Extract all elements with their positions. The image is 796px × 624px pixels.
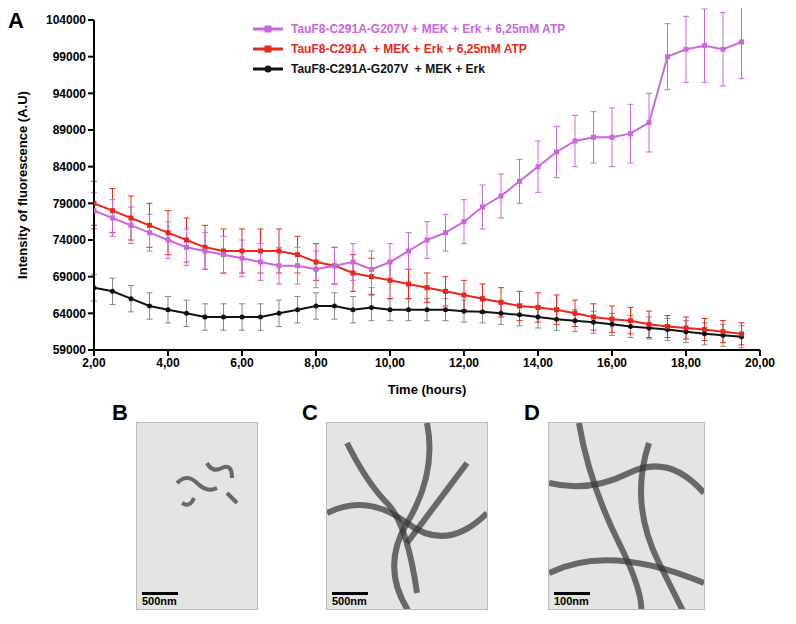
html-text:D: D	[524, 400, 540, 425]
svg-text:6,00: 6,00	[230, 356, 254, 370]
svg-text:64000: 64000	[53, 307, 87, 321]
svg-text:74000: 74000	[53, 233, 87, 247]
svg-text:2,00: 2,00	[82, 356, 106, 370]
html-text:B: B	[112, 400, 128, 425]
svg-text:18,00: 18,00	[671, 356, 701, 370]
svg-text:99000: 99000	[53, 50, 87, 64]
html-text:A: A	[8, 8, 24, 33]
svg-text:Time (hours): Time (hours)	[388, 382, 467, 397]
svg-text:79000: 79000	[53, 197, 87, 211]
svg-text:Intensity of fluorescence (A.U: Intensity of fluorescence (A.U)	[15, 91, 30, 279]
svg-text:8,00: 8,00	[304, 356, 328, 370]
html-text:TauF8-C291A-G207V + MEK + Erk: TauF8-C291A-G207V + MEK + Erk	[291, 62, 485, 76]
svg-text:104000: 104000	[46, 13, 86, 27]
svg-text:59000: 59000	[53, 343, 87, 357]
svg-text:16,00: 16,00	[597, 356, 627, 370]
svg-text:20,00: 20,00	[745, 356, 775, 370]
svg-text:12,00: 12,00	[449, 356, 479, 370]
svg-text:10,00: 10,00	[375, 356, 405, 370]
html-text:500nm: 500nm	[332, 595, 367, 607]
html-text:TauF8-C291A + MEK + Erk + 6,25: TauF8-C291A + MEK + Erk + 6,25mM ATP	[291, 42, 527, 56]
svg-text:84000: 84000	[53, 160, 87, 174]
svg-text:14,00: 14,00	[523, 356, 553, 370]
html-text:TauF8-C291A-G207V + MEK + Erk: TauF8-C291A-G207V + MEK + Erk + 6,25mM A…	[291, 22, 566, 36]
html-text:C: C	[302, 400, 318, 425]
svg-text:4,00: 4,00	[156, 356, 180, 370]
svg-text:94000: 94000	[53, 87, 87, 101]
svg-text:89000: 89000	[53, 123, 87, 137]
html-text:500nm: 500nm	[142, 595, 177, 607]
html-text:100nm: 100nm	[554, 595, 589, 607]
svg-text:69000: 69000	[53, 270, 87, 284]
